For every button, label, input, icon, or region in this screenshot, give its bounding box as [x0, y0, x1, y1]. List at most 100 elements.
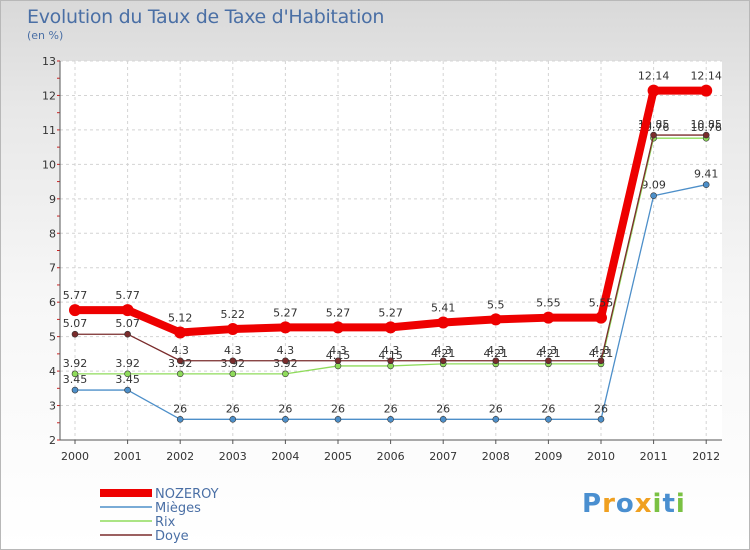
data-label-mieges: 26 [384, 402, 398, 415]
data-point-nozeroy [69, 304, 81, 317]
data-label-mieges: 26 [331, 402, 345, 415]
plot-area [60, 61, 722, 440]
data-point-doye [439, 357, 447, 365]
logo-letter: r [602, 489, 616, 519]
data-label-mieges: 3.45 [115, 373, 140, 386]
data-label-nozeroy: 5.41 [431, 302, 456, 315]
data-label-mieges: 26 [541, 402, 555, 415]
data-point-doye [545, 357, 552, 365]
data-label-doye: 4.3 [592, 344, 610, 357]
data-point-nozeroy [279, 321, 292, 334]
data-point-nozeroy [226, 323, 239, 336]
data-label-rix: 3.92 [63, 357, 88, 370]
data-point-nozeroy [647, 84, 660, 97]
x-tick-label: 2011 [640, 450, 668, 463]
data-point-nozeroy [384, 321, 397, 334]
data-point-mieges [282, 416, 289, 423]
data-label-mieges: 26 [173, 402, 187, 415]
x-tick-label: 2001 [114, 450, 142, 463]
data-label-rix: 4.21 [431, 347, 456, 360]
data-point-doye [702, 131, 710, 139]
data-point-doye [71, 330, 79, 338]
data-label-mieges: 26 [226, 402, 240, 415]
data-point-doye [124, 330, 131, 338]
logo-letter: x [634, 489, 653, 519]
x-tick-label: 2003 [219, 450, 247, 463]
data-point-mieges [229, 416, 237, 423]
x-tick-label: 2012 [692, 450, 720, 463]
data-label-nozeroy: 5.77 [63, 289, 88, 302]
data-point-doye [282, 357, 289, 365]
data-label-nozeroy: 5.27 [326, 306, 351, 319]
data-label-nozeroy: 5.77 [115, 289, 140, 302]
data-point-mieges [702, 181, 710, 188]
data-label-rix: 4.21 [589, 347, 614, 360]
y-tick-label: 11 [42, 124, 56, 137]
data-point-doye [492, 357, 500, 365]
data-point-mieges [650, 192, 657, 200]
chart-subtitle: (en %) [27, 29, 64, 42]
x-tick-label: 2005 [324, 450, 352, 463]
logo-letter: i [675, 489, 686, 519]
y-tick-label: 3 [49, 400, 56, 413]
y-tick-label: 9 [49, 193, 56, 206]
data-label-rix: 10.76 [690, 121, 722, 134]
data-label-doye: 4.3 [434, 344, 452, 357]
data-point-mieges [597, 416, 605, 423]
proxiti-logo: Proxiti [582, 489, 686, 519]
data-label-nozeroy: 5.55 [589, 297, 614, 310]
data-label-mieges: 26 [594, 402, 608, 415]
data-point-rix [229, 370, 237, 378]
logo-letter: t [662, 489, 676, 519]
data-point-mieges [492, 416, 500, 423]
y-tick-label: 5 [49, 331, 56, 344]
data-label-mieges: 3.45 [63, 373, 88, 386]
data-label-rix: 3.92 [115, 357, 140, 370]
x-tick-label: 2006 [377, 450, 405, 463]
data-label-doye: 4.3 [487, 344, 505, 357]
legend-label-nozeroy: NOZEROY [155, 487, 219, 502]
data-label-doye: 4.3 [277, 344, 295, 357]
data-label-mieges: 26 [489, 402, 503, 415]
legend-label-doye: Doye [155, 529, 189, 544]
legend-label-rix: Rix [155, 515, 176, 530]
data-label-doye: 4.3 [540, 344, 558, 357]
data-point-doye [229, 357, 237, 365]
data-label-nozeroy: 5.27 [273, 306, 298, 319]
y-tick-label: 12 [42, 89, 56, 102]
data-point-nozeroy [595, 311, 607, 324]
data-label-doye: 10.85 [690, 118, 722, 131]
data-label-doye: 4.3 [382, 344, 400, 357]
y-tick-label: 2 [49, 434, 56, 447]
x-tick-label: 2008 [482, 450, 510, 463]
data-label-rix: 4.21 [484, 347, 509, 360]
data-label-rix: 4.15 [326, 349, 351, 362]
data-label-doye: 4.3 [224, 344, 242, 357]
data-point-doye [597, 357, 605, 365]
data-label-nozeroy: 5.27 [378, 306, 403, 319]
data-label-nozeroy: 5.22 [221, 308, 246, 321]
data-point-mieges [71, 386, 79, 394]
y-tick-label: 13 [42, 55, 56, 68]
data-point-mieges [387, 416, 394, 423]
data-label-mieges: 9.09 [641, 179, 666, 192]
legend-label-mieges: Mièges [155, 501, 201, 516]
data-point-mieges [334, 416, 342, 423]
data-label-nozeroy: 5.55 [536, 297, 561, 310]
y-tick-label: 6 [49, 296, 56, 309]
data-point-nozeroy [437, 316, 450, 329]
data-point-mieges [439, 416, 447, 423]
data-label-mieges: 26 [278, 402, 292, 415]
data-point-doye [334, 357, 342, 365]
data-label-doye: 4.3 [171, 344, 189, 357]
data-label-doye: 5.07 [115, 317, 140, 330]
data-label-mieges: 26 [436, 402, 450, 415]
data-point-rix [282, 370, 289, 378]
data-point-nozeroy [332, 321, 344, 334]
data-point-rix [71, 370, 79, 378]
data-label-rix: 4.15 [378, 349, 403, 362]
y-tick-label: 10 [42, 158, 56, 171]
y-tick-label: 7 [49, 262, 56, 275]
data-label-nozeroy: 5.5 [487, 298, 505, 311]
